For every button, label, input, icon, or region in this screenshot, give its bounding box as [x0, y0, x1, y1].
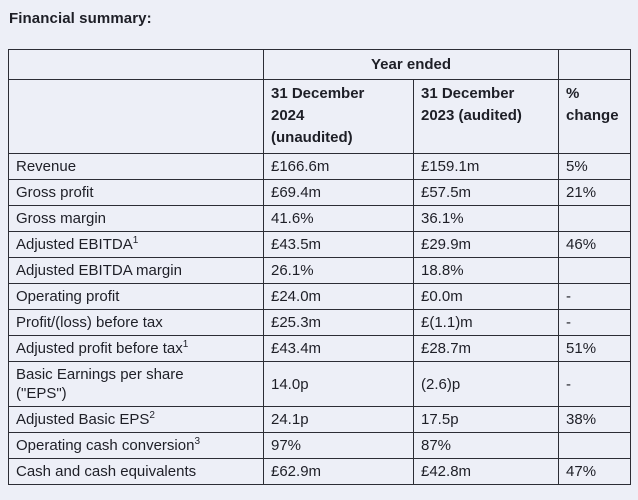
value-2024: £166.6m — [263, 153, 414, 180]
value-2023: £0.0m — [412, 283, 560, 310]
value-2023: £42.8m — [412, 458, 560, 485]
value-2023: £29.9m — [412, 231, 560, 258]
value-2023: 17.5p — [412, 406, 560, 433]
row-label-text: Operating profit — [16, 288, 120, 305]
value-2023: £28.7m — [412, 335, 560, 362]
value-2023: (2.6)p — [412, 361, 560, 407]
row-label-text: Gross profit — [16, 184, 94, 201]
header-columns-row: 31 December 2024 (unaudited) 31 December… — [8, 79, 632, 154]
row-label: Adjusted profit before tax1 — [8, 335, 264, 362]
value-2024: 41.6% — [263, 205, 414, 232]
row-label: Gross profit — [8, 179, 264, 206]
header-empty-cell-right — [558, 49, 632, 80]
row-label-text: Gross margin — [16, 210, 107, 227]
footnote-marker: 1 — [132, 235, 139, 246]
value-percent-change: 46% — [558, 231, 632, 258]
col-header-2024: 31 December 2024 (unaudited) — [263, 79, 414, 154]
page: Financial summary: Year ended 31 Decembe… — [8, 10, 632, 485]
value-percent-change: - — [558, 283, 632, 310]
table-row: Operating cash conversion3 97% 87% — [8, 432, 632, 459]
row-label-text: Revenue — [16, 158, 77, 175]
table-row: Basic Earnings per share ("EPS") 14.0p (2.… — [8, 361, 632, 407]
value-2024: 14.0p — [263, 361, 414, 407]
row-label: Profit/(loss) before tax — [8, 309, 264, 336]
value-2024: £43.4m — [263, 335, 414, 362]
table-row: Adjusted Basic EPS2 24.1p 17.5p 38% — [8, 406, 632, 433]
value-2024: 26.1% — [263, 257, 414, 284]
value-2024: £24.0m — [263, 283, 414, 310]
value-percent-change — [558, 432, 632, 459]
value-2024: £25.3m — [263, 309, 414, 336]
row-label: Cash and cash equivalents — [8, 458, 264, 485]
value-percent-change: 51% — [558, 335, 632, 362]
value-percent-change: 47% — [558, 458, 632, 485]
value-2023: £159.1m — [412, 153, 560, 180]
footnote-marker: 3 — [194, 436, 200, 447]
table-header: Year ended 31 December 2024 (unaudited) … — [8, 49, 632, 154]
row-label-text: Adjusted profit before tax — [16, 340, 183, 357]
value-percent-change: 21% — [558, 179, 632, 206]
value-2024: £69.4m — [263, 179, 414, 206]
row-label-text: Cash and cash equivalents — [16, 463, 197, 480]
row-label: Operating profit — [8, 283, 264, 310]
value-2023: 36.1% — [412, 205, 560, 232]
row-label-text: Adjusted Basic EPS — [16, 411, 150, 428]
year-ended-header: Year ended — [262, 49, 560, 80]
page-title: Financial summary: — [9, 10, 152, 27]
table-row: Adjusted EBITDA margin 26.1% 18.8% — [8, 257, 632, 284]
header-empty-cell-left — [8, 49, 264, 80]
table-row: Gross profit £69.4m £57.5m 21% — [8, 179, 632, 206]
col-header-percent-change: % change — [558, 79, 632, 154]
row-label: Adjusted Basic EPS2 — [8, 406, 264, 433]
value-2024: 24.1p — [263, 406, 414, 433]
financial-summary-table: Year ended 31 December 2024 (unaudited) … — [8, 49, 632, 485]
value-percent-change — [558, 257, 632, 284]
value-2023: £(1.1)m — [412, 309, 560, 336]
value-percent-change: 38% — [558, 406, 632, 433]
table-row: Adjusted EBITDA1 £43.5m £29.9m 46% — [8, 231, 632, 258]
value-2024: 97% — [263, 432, 414, 459]
value-2023: £57.5m — [412, 179, 560, 206]
row-label: Operating cash conversion3 — [8, 432, 264, 459]
footnote-marker: 2 — [149, 410, 155, 421]
table-row: Revenue £166.6m £159.1m 5% — [8, 153, 632, 180]
value-percent-change — [558, 205, 632, 232]
row-label: Adjusted EBITDA margin — [8, 257, 264, 284]
table-row: Profit/(loss) before tax £25.3m £(1.1)m - — [8, 309, 632, 336]
row-label-text: Adjusted EBITDA — [16, 236, 133, 253]
value-percent-change: 5% — [558, 153, 632, 180]
value-2024: £62.9m — [263, 458, 414, 485]
col-header-2023: 31 December 2023 (audited) — [412, 79, 560, 154]
header-group-row: Year ended — [8, 49, 632, 80]
value-2023: 18.8% — [412, 257, 560, 284]
row-label-text: Operating cash conversion — [16, 437, 195, 454]
row-label: Revenue — [8, 153, 264, 180]
value-2023: 87% — [412, 432, 560, 459]
value-percent-change: - — [558, 361, 632, 407]
row-label-text: Adjusted EBITDA margin — [16, 262, 182, 279]
table-row: Gross margin 41.6% 36.1% — [8, 205, 632, 232]
row-label-text: Basic Earnings per share ("EPS") — [16, 366, 184, 402]
value-percent-change: - — [558, 309, 632, 336]
table-row: Adjusted profit before tax1 £43.4m £28.7m 5… — [8, 335, 632, 362]
row-label-text: Profit/(loss) before tax — [16, 314, 163, 331]
value-2024: £43.5m — [263, 231, 414, 258]
table-row: Operating profit £24.0m £0.0m - — [8, 283, 632, 310]
header-empty-label-cell — [8, 79, 264, 154]
footnote-marker: 1 — [182, 339, 189, 350]
row-label: Adjusted EBITDA1 — [8, 231, 264, 258]
row-label: Basic Earnings per share ("EPS") — [8, 361, 264, 407]
table-body: Revenue £166.6m £159.1m 5% Gross profit £69.4… — [8, 153, 632, 485]
row-label: Gross margin — [8, 205, 264, 232]
table-row: Cash and cash equivalents £62.9m £42.8m 47% — [8, 458, 632, 485]
